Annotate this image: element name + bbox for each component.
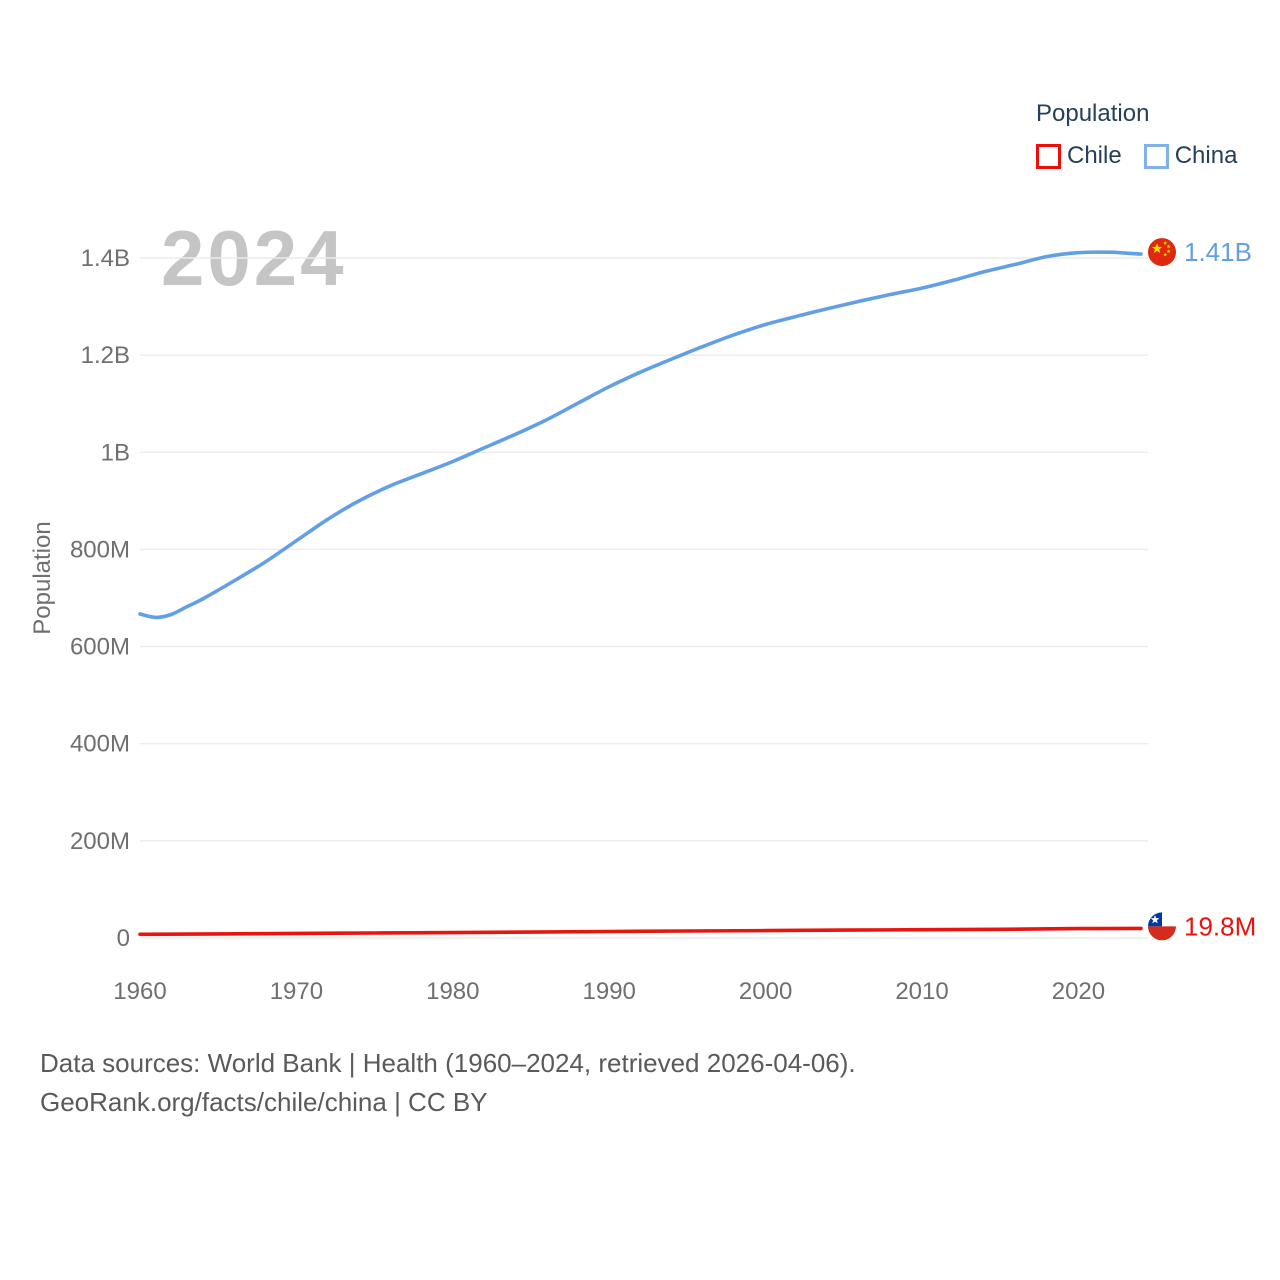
end-value-label-china: 1.41B xyxy=(1184,237,1252,267)
attribution: Data sources: World Bank | Health (1960–… xyxy=(40,1044,856,1122)
legend-item-chile[interactable]: Chile xyxy=(1036,142,1122,170)
x-tick-label: 1990 xyxy=(583,978,636,1005)
data-sources-line: Data sources: World Bank | Health (1960–… xyxy=(40,1048,856,1078)
series-line-chile xyxy=(138,926,1143,937)
legend-item-label: Chile xyxy=(1067,142,1122,169)
y-tick-label: 800M xyxy=(70,536,130,563)
y-tick-label: 1B xyxy=(101,439,130,466)
legend-title: Population xyxy=(1036,100,1150,127)
y-tick-label: 600M xyxy=(70,634,130,661)
chile-swatch-icon xyxy=(1036,143,1061,169)
credit-line: GeoRank.org/facts/chile/china | CC BY xyxy=(40,1087,488,1117)
y-tick-label: 1.4B xyxy=(81,245,130,272)
legend-items: Chile China xyxy=(1036,142,1237,170)
x-tick-label: 2000 xyxy=(739,978,792,1005)
y-tick-label: 0 xyxy=(117,925,130,952)
population-line-chart: 0 200M 400M 600M 800M 1B 1.2B 1.4B 1960 1970 1980 1… xyxy=(70,237,1256,1005)
x-tick-label: 2020 xyxy=(1052,978,1105,1005)
x-tick-label: 1960 xyxy=(113,978,166,1005)
x-tick-label: 1980 xyxy=(426,978,479,1005)
y-tick-label: 1.2B xyxy=(81,342,130,369)
legend-item-china[interactable]: China xyxy=(1143,142,1238,170)
legend-item-label: China xyxy=(1174,142,1238,169)
x-tick-label: 2010 xyxy=(895,978,948,1005)
y-tick-label: 200M xyxy=(70,828,130,855)
legend: Population Chile China xyxy=(1036,100,1237,170)
series-line-china xyxy=(138,250,1143,620)
china-swatch-icon xyxy=(1143,143,1169,169)
end-value-label-chile: 19.8M xyxy=(1184,911,1256,941)
y-tick-label: 400M xyxy=(70,731,130,758)
chile-flag-icon xyxy=(1148,912,1176,941)
x-tick-label: 1970 xyxy=(270,978,323,1005)
china-flag-icon xyxy=(1148,238,1176,267)
